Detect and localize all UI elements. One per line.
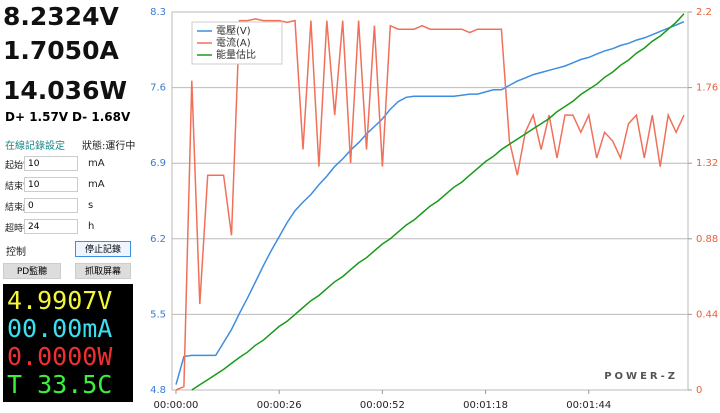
y2-tick-label: 1.76 <box>696 83 718 94</box>
y2-tick-label: 0.88 <box>696 234 718 245</box>
row-unit: s <box>88 200 94 211</box>
capture-button[interactable]: 抓取屏幕 <box>75 263 131 279</box>
dplus-reading: D+ 1.57V <box>5 110 69 124</box>
control-label: 控制 <box>6 247 26 258</box>
row-unit: mA <box>88 179 105 190</box>
lcd-screen: 4.9907V 00.00mA 0.0000W T 33.5C <box>3 284 133 402</box>
y-tick-label: 6.9 <box>150 158 166 169</box>
power-reading: 14.036W <box>3 76 128 105</box>
logo: POWER-Z <box>604 371 678 382</box>
y-tick-label: 8.3 <box>150 7 166 18</box>
x-tick-label: 00:00:00 <box>154 400 199 411</box>
lcd-voltage: 4.9907V <box>7 286 113 315</box>
row-unit: mA <box>88 158 105 169</box>
y-tick-label: 4.8 <box>150 385 166 396</box>
y2-tick-label: 0 <box>696 385 702 396</box>
lcd-temp: T 33.5C <box>7 370 113 399</box>
row-input[interactable]: 10 <box>24 177 78 192</box>
dminus-reading: D- 1.68V <box>72 110 131 124</box>
y-tick-label: 6.2 <box>150 234 166 245</box>
x-tick-label: 00:01:18 <box>463 400 508 411</box>
voltage-reading: 8.2324V <box>3 2 119 31</box>
y-tick-label: 7.6 <box>150 83 166 94</box>
legend-label: 電壓(V) <box>216 25 251 37</box>
row-unit: h <box>88 221 95 232</box>
status: 狀態:運行中 <box>82 141 136 152</box>
lcd-power: 0.0000W <box>7 342 113 371</box>
series-line <box>175 21 685 385</box>
settings-title: 在線記錄設定 <box>5 141 65 152</box>
row-input[interactable]: 10 <box>24 156 78 171</box>
y2-tick-label: 1.32 <box>696 158 718 169</box>
row-input[interactable]: 24 <box>24 219 78 234</box>
x-tick-label: 00:01:44 <box>566 400 611 411</box>
row-label: 結束電流 <box>5 182 42 192</box>
row-input[interactable]: 0 <box>24 198 78 213</box>
y-tick-label: 5.5 <box>150 309 166 320</box>
x-tick-label: 00:00:52 <box>360 400 405 411</box>
legend-label: 能量估比 <box>216 48 256 61</box>
plot-area <box>171 11 689 391</box>
row-label: 超時截斷 <box>5 224 42 234</box>
row-label: 起始電流 <box>5 161 42 171</box>
x-tick-label: 00:00:26 <box>257 400 302 411</box>
series-line <box>175 18 685 391</box>
lcd-current: 00.00mA <box>7 314 113 343</box>
y2-tick-label: 2.2 <box>696 7 712 18</box>
row-label: 結束續命 <box>5 203 42 213</box>
stop-button[interactable]: 停止記錄 <box>75 241 131 257</box>
pd-button[interactable]: PD監聽 <box>3 263 61 279</box>
legend-label: 電流(A) <box>216 36 251 49</box>
y2-tick-label: 0.44 <box>696 309 718 320</box>
current-reading: 1.7050A <box>3 36 119 65</box>
series-line <box>191 13 685 391</box>
